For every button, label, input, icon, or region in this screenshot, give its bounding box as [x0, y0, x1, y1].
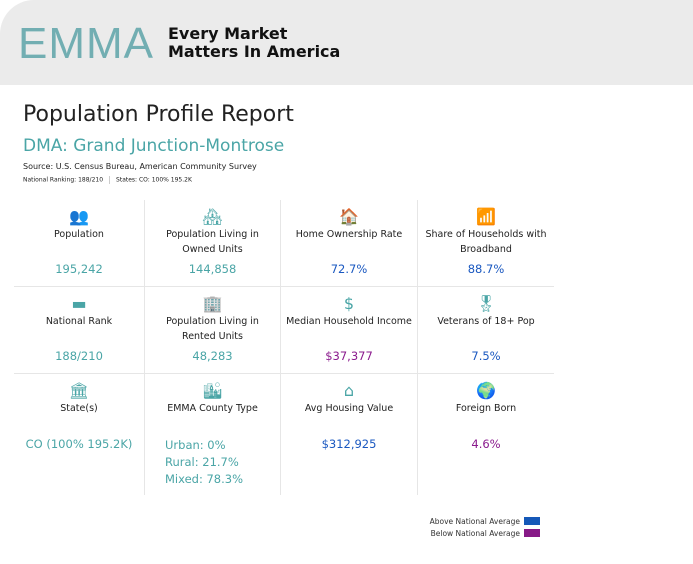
metric-value: 72.7%	[330, 262, 368, 276]
metric-card: 🏛 State(s) CO (100% 195.2K)	[14, 374, 145, 495]
house-people-icon: 🏘	[202, 207, 223, 226]
metric-value: 195,242	[55, 262, 103, 276]
metric-label: Population Living in Rented Units	[166, 316, 259, 342]
metric-card: 🏘 Population Living in Owned Units 144,85…	[145, 200, 281, 287]
house-icon: 🏠	[339, 207, 359, 226]
metric-value: Mixed: 78.3%	[165, 472, 244, 486]
legend-above-label: Above National Average	[429, 516, 520, 526]
metric-label: National Rank	[45, 316, 113, 327]
legend-above: Above National Average	[424, 515, 540, 527]
metric-value: CO (100% 195.2K)	[25, 437, 133, 451]
metric-values: Urban: 0% Rural: 21.7% Mixed: 78.3%	[165, 437, 280, 488]
people-icon: 👥	[69, 207, 89, 226]
metric-card: ⌂ Avg Housing Value $312,925	[281, 374, 418, 495]
metric-value: 88.7%	[467, 262, 505, 276]
divider	[109, 176, 111, 184]
metric-label: Median Household Income	[286, 316, 412, 327]
metric-value: Urban: 0%	[165, 438, 226, 452]
building-dollar-icon: 🏢	[202, 294, 223, 313]
house-dollar-icon: ⌂	[343, 381, 355, 400]
metric-card: ▬ National Rank 188/210	[14, 287, 145, 374]
metric-value: 144,858	[188, 262, 237, 276]
metric-label: Home Ownership Rate	[295, 229, 403, 240]
metric-label: Avg Housing Value	[304, 403, 394, 414]
legend-below: Below National Average	[424, 527, 540, 539]
metric-value: $37,377	[325, 349, 373, 363]
wifi-icon: 📶	[476, 207, 496, 226]
metric-label: Population Living in Owned Units	[166, 229, 259, 255]
metric-card: 👥 Population 195,242	[14, 200, 145, 287]
metric-card: 🏢 Population Living in Rented Units 48,28…	[145, 287, 281, 374]
metric-card: $ Median Household Income $37,377	[281, 287, 418, 374]
usa-map-icon: ▬	[71, 294, 87, 313]
states-summary: States: CO: 100% 195.2K	[116, 176, 192, 184]
metric-label: Foreign Born	[455, 403, 517, 414]
dollar-icon: $	[343, 294, 355, 313]
metric-card: 🏙 EMMA County Type Urban: 0% Rural: 21.7% M…	[145, 374, 281, 495]
metric-label: State(s)	[60, 403, 98, 414]
legend: Above National Average Below National Av…	[424, 515, 540, 539]
metric-card: 🌍 Foreign Born 4.6%	[418, 374, 554, 495]
metric-value: 4.6%	[471, 437, 501, 451]
page-title: Population Profile Report	[23, 102, 294, 127]
metric-card: 📶 Share of Households with Broadband 88.7…	[418, 200, 554, 287]
metric-value: $312,925	[321, 437, 377, 451]
metric-value: 48,283	[192, 349, 233, 363]
legend-below-swatch	[524, 529, 540, 537]
dma-subtitle: DMA: Grand Junction-Montrose	[23, 136, 285, 156]
metric-value: Rural: 21.7%	[165, 455, 239, 469]
metric-card: 🏠 Home Ownership Rate 72.7%	[281, 200, 418, 287]
metric-value: 7.5%	[471, 349, 501, 363]
ranking-line: National Ranking: 188/210 States: CO: 100…	[23, 176, 192, 184]
globe-icon: 🌍	[476, 381, 496, 400]
header: EMMA Every Market Matters In America	[0, 0, 693, 85]
tagline-line-2: Matters In America	[168, 42, 341, 61]
source-note: Source: U.S. Census Bureau, American Com…	[23, 162, 257, 171]
emma-logo: EMMA	[18, 19, 154, 68]
tagline: Every Market Matters In America	[168, 25, 340, 61]
metric-value: 188/210	[55, 349, 103, 363]
metric-card: 🎖 Veterans of 18+ Pop 7.5%	[418, 287, 554, 374]
metrics-grid: 👥 Population 195,242 🏘 Population Living i…	[14, 200, 554, 495]
metric-label: Population	[54, 229, 104, 240]
legend-below-label: Below National Average	[430, 528, 520, 538]
metric-label: EMMA County Type	[167, 403, 258, 414]
legend-above-swatch	[524, 517, 540, 525]
capitol-icon: 🏛	[68, 381, 90, 400]
metric-label: Share of Households with Broadband	[425, 229, 547, 255]
metric-label: Veterans of 18+ Pop	[437, 316, 535, 327]
national-ranking: National Ranking: 188/210	[23, 176, 104, 184]
city-farm-icon: 🏙	[202, 381, 223, 400]
tagline-line-1: Every Market	[168, 24, 288, 43]
veteran-medal-icon: 🎖	[475, 294, 497, 313]
